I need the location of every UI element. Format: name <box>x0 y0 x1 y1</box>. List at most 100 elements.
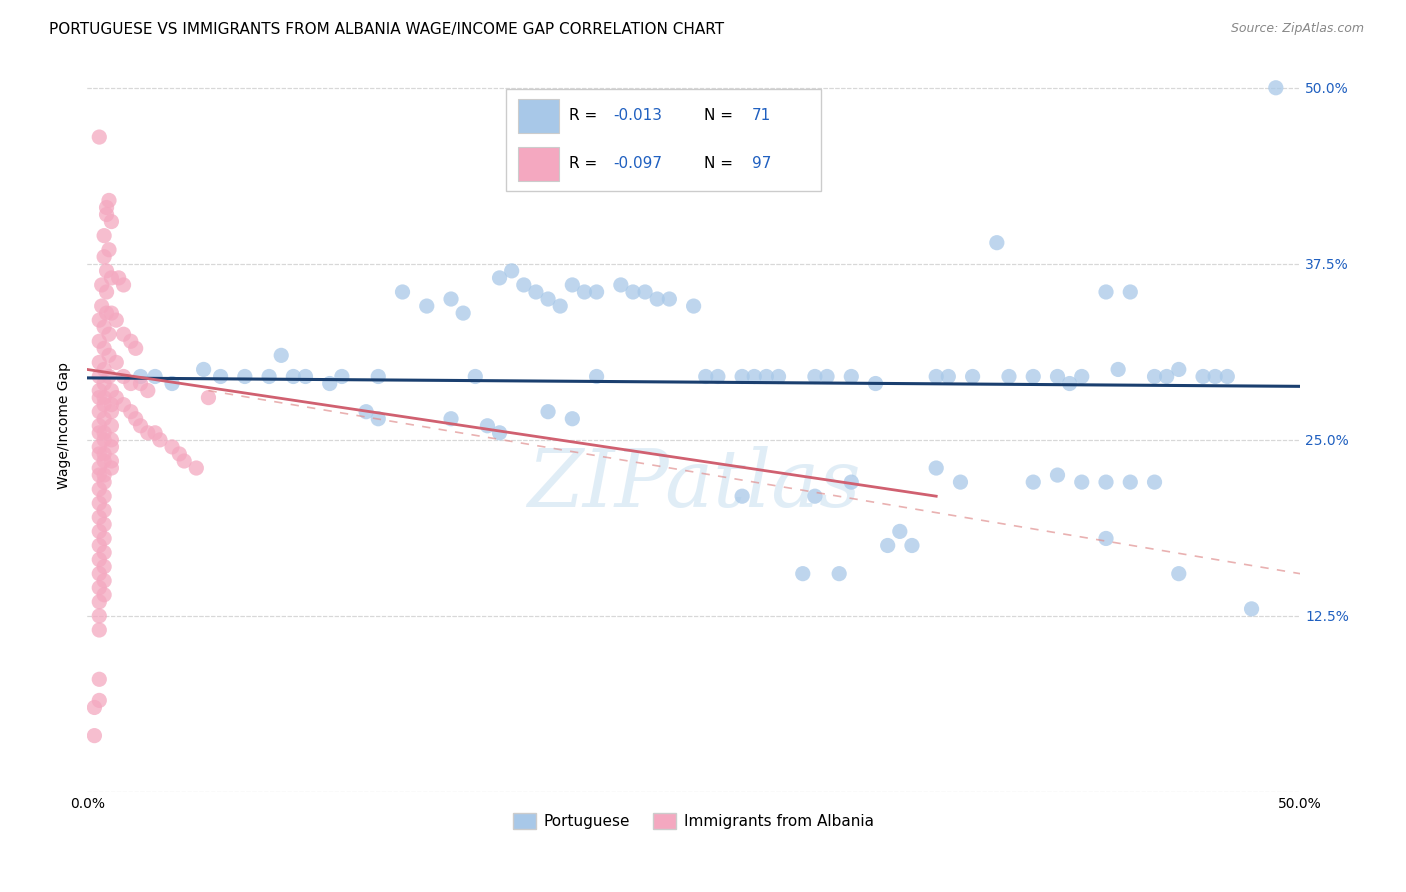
Point <box>839 475 862 489</box>
Point <box>89 496 111 510</box>
Point <box>1046 468 1069 483</box>
Point <box>1156 369 1178 384</box>
Point <box>93 588 115 602</box>
Point <box>561 277 583 292</box>
Point <box>89 313 111 327</box>
Point <box>136 425 159 440</box>
Point <box>209 369 232 384</box>
Point <box>93 362 115 376</box>
Point <box>173 454 195 468</box>
Point <box>96 207 118 221</box>
Point <box>89 405 111 419</box>
Point <box>93 391 115 405</box>
Point <box>120 376 142 391</box>
Point <box>1192 369 1215 384</box>
Point <box>93 425 115 440</box>
Point <box>440 292 463 306</box>
Point <box>124 411 146 425</box>
Point <box>731 489 754 503</box>
Point <box>93 228 115 243</box>
Point <box>440 411 463 425</box>
Point <box>1216 369 1239 384</box>
Point <box>120 334 142 349</box>
Point <box>89 447 111 461</box>
Point <box>89 566 111 581</box>
Point <box>1107 362 1129 376</box>
Point <box>100 398 122 412</box>
Point <box>998 369 1021 384</box>
Point <box>93 545 115 559</box>
Point <box>768 369 790 384</box>
Point <box>1167 566 1189 581</box>
Point <box>129 376 152 391</box>
Point <box>89 440 111 454</box>
Point <box>90 277 112 292</box>
Point <box>876 539 898 553</box>
Point <box>96 306 118 320</box>
Point <box>112 277 135 292</box>
Point <box>610 277 633 292</box>
Point <box>186 461 208 475</box>
Point <box>865 376 887 391</box>
Point <box>1264 80 1286 95</box>
Point <box>143 425 166 440</box>
Point <box>548 299 571 313</box>
Point <box>1095 532 1118 546</box>
Point <box>100 271 122 285</box>
Point <box>1095 285 1118 299</box>
Point <box>815 369 838 384</box>
Point <box>695 369 717 384</box>
Point <box>100 405 122 419</box>
Point <box>294 369 316 384</box>
Point <box>986 235 1008 250</box>
Point <box>83 729 105 743</box>
Point <box>330 369 353 384</box>
Point <box>804 489 827 503</box>
Point <box>112 327 135 342</box>
Point <box>96 201 118 215</box>
Point <box>100 306 122 320</box>
Point <box>89 581 111 595</box>
Point <box>257 369 280 384</box>
Point <box>112 369 135 384</box>
Point <box>925 369 948 384</box>
Point <box>488 271 510 285</box>
Point <box>513 277 536 292</box>
Point <box>1059 376 1081 391</box>
Point <box>143 369 166 384</box>
Point <box>925 461 948 475</box>
Point <box>98 194 121 208</box>
Point <box>93 376 115 391</box>
Point <box>367 369 389 384</box>
Point <box>100 418 122 433</box>
Point <box>89 425 111 440</box>
Point <box>96 285 118 299</box>
Point <box>89 384 111 398</box>
Point <box>1119 285 1142 299</box>
Point <box>149 433 172 447</box>
Point <box>1143 369 1166 384</box>
Point <box>107 271 129 285</box>
Point <box>354 405 377 419</box>
Point <box>561 411 583 425</box>
Point <box>1119 475 1142 489</box>
Point <box>120 405 142 419</box>
Point <box>197 391 219 405</box>
Point <box>283 369 305 384</box>
Point <box>488 425 510 440</box>
Point <box>1204 369 1226 384</box>
Point <box>792 566 814 581</box>
Point <box>89 355 111 369</box>
Point <box>100 384 122 398</box>
Point <box>585 369 607 384</box>
Point <box>93 559 115 574</box>
Point <box>89 482 111 496</box>
Point <box>193 362 215 376</box>
Point <box>89 608 111 623</box>
Point <box>93 475 115 489</box>
Point <box>1143 475 1166 489</box>
Point <box>100 461 122 475</box>
Point <box>105 355 128 369</box>
Point <box>1070 369 1092 384</box>
Text: Source: ZipAtlas.com: Source: ZipAtlas.com <box>1230 22 1364 36</box>
